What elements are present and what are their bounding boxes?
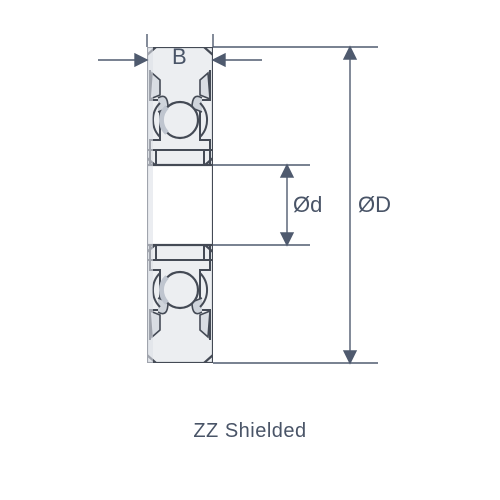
diagram-caption: ZZ Shielded — [0, 420, 500, 443]
dimension-label-outer-diameter: ØD — [358, 192, 391, 218]
dimension-label-width: B — [172, 44, 187, 70]
dimension-label-inner-diameter: Ød — [293, 192, 322, 218]
diagram-canvas: B Ød ØD ZZ Shielded — [0, 0, 500, 500]
